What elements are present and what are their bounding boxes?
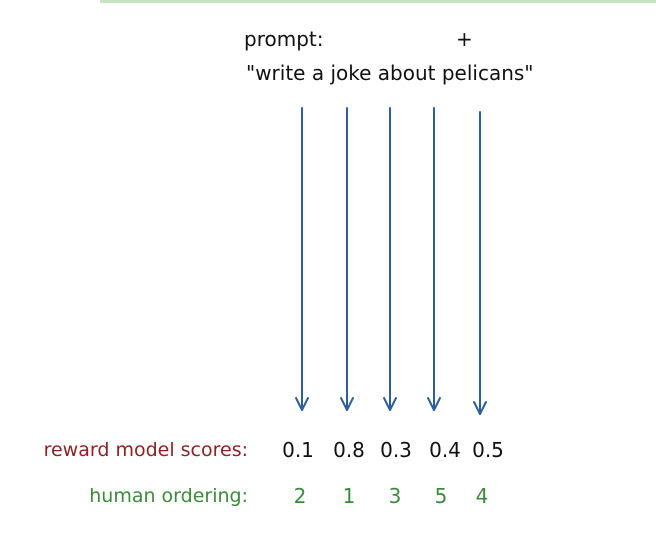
ordering-value-1: 2 — [293, 484, 307, 508]
ordering-value-4: 5 — [434, 484, 448, 508]
ordering-value-2: 1 — [342, 484, 356, 508]
top-divider — [100, 0, 656, 3]
score-value-3: 0.3 — [380, 438, 412, 462]
score-value-1: 0.1 — [282, 438, 314, 462]
ordering-value-3: 3 — [388, 484, 402, 508]
scores-row-label: reward model scores: — [43, 439, 248, 461]
arrow-4 — [427, 107, 441, 411]
prompt-label: prompt: — [244, 27, 324, 51]
arrow-2 — [340, 107, 354, 411]
score-value-4: 0.4 — [429, 438, 461, 462]
arrow-5 — [473, 111, 487, 415]
score-value-5: 0.5 — [472, 438, 504, 462]
score-value-2: 0.8 — [333, 438, 365, 462]
ordering-row-label: human ordering: — [89, 485, 248, 507]
arrow-3 — [383, 107, 397, 411]
ordering-value-5: 4 — [475, 484, 489, 508]
prompt-text: "write a joke about pelicans" — [246, 61, 534, 85]
arrow-1 — [295, 107, 309, 411]
plus-sign: + — [456, 27, 473, 51]
